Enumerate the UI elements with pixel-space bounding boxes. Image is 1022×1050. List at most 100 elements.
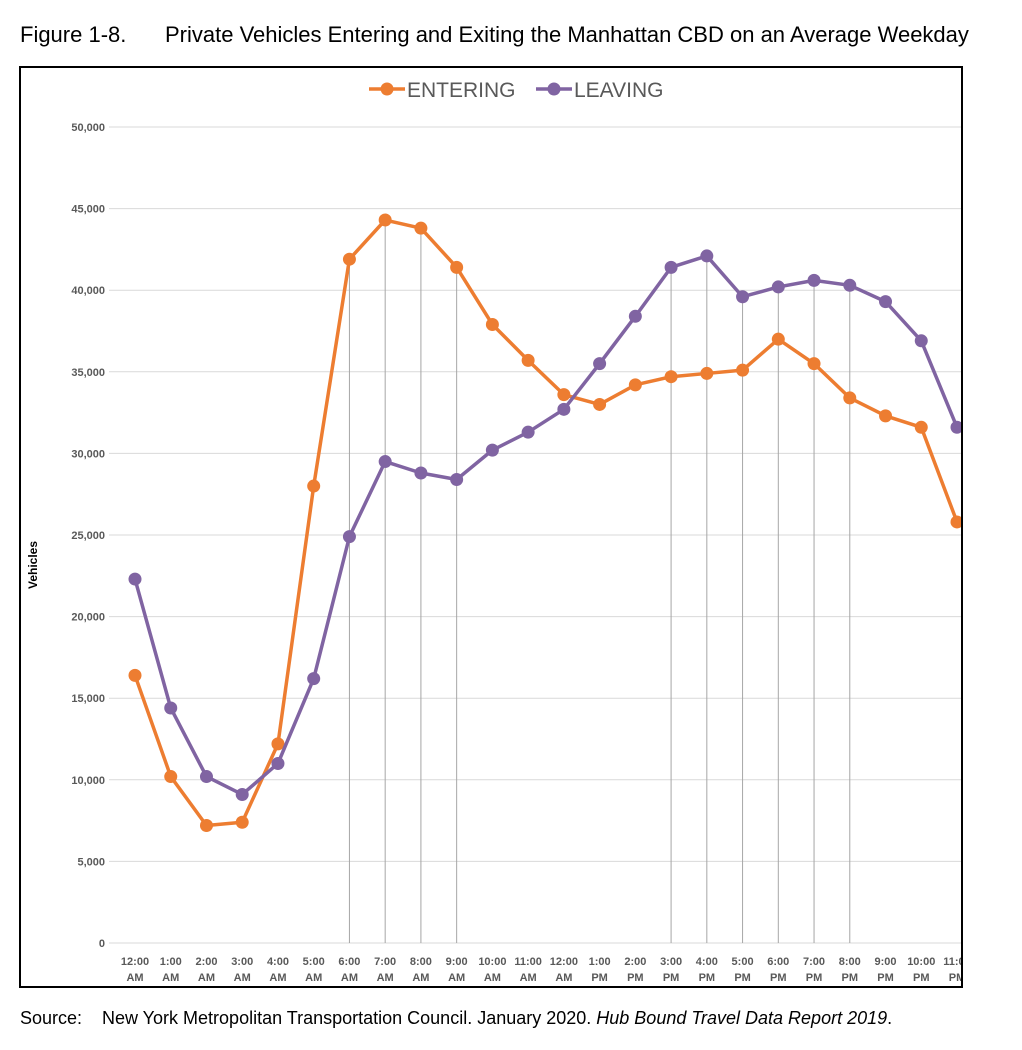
x-tick-label-period: AM <box>412 972 429 984</box>
x-tick-label-time: 6:00 <box>767 956 789 968</box>
data-point-leaving <box>128 572 142 586</box>
data-point-entering <box>414 221 428 235</box>
x-tick-label-period: AM <box>555 972 572 984</box>
data-point-entering <box>628 378 642 392</box>
data-point-entering <box>700 366 714 380</box>
x-tick-label-period: AM <box>126 972 143 984</box>
y-tick-label: 10,000 <box>71 775 105 787</box>
source-report-title: Hub Bound Travel Data Report 2019 <box>596 1008 888 1028</box>
x-tick-label-period: PM <box>877 972 894 984</box>
x-tick-label-time: 1:00 <box>589 956 611 968</box>
x-tick-label-period: AM <box>520 972 537 984</box>
legend-label-entering: ENTERING <box>407 79 516 102</box>
x-tick-label-time: 2:00 <box>624 956 646 968</box>
legend-swatch-marker-entering <box>380 82 394 96</box>
x-tick-label-time: 8:00 <box>839 956 861 968</box>
x-tick-label-time: 7:00 <box>803 956 825 968</box>
chart-frame: 0 5,000 10,000 15,000 20,000 25,000 30,000 35,0… <box>19 66 963 988</box>
data-point-entering <box>664 370 678 384</box>
series-line-leaving <box>133 254 959 797</box>
x-tick-label-period: PM <box>842 972 859 984</box>
line-chart: 0 5,000 10,000 15,000 20,000 25,000 30,000 35,0… <box>26 79 961 984</box>
y-tick-label: 5,000 <box>77 856 105 868</box>
x-tick-label-period: PM <box>591 972 608 984</box>
x-tick-label-period: PM <box>806 972 823 984</box>
data-point-entering <box>128 668 142 682</box>
data-point-entering <box>521 353 535 367</box>
y-tick-label: 25,000 <box>71 530 105 542</box>
data-point-leaving <box>450 473 464 487</box>
x-tick-label-time: 1:00 <box>160 956 182 968</box>
data-point-entering <box>593 397 607 411</box>
data-point-leaving <box>378 455 392 469</box>
data-point-entering <box>771 332 785 346</box>
data-point-entering <box>164 770 178 784</box>
y-axis-label: Vehicles <box>26 541 40 589</box>
x-tick-label-period: PM <box>734 972 751 984</box>
x-tick-label-period: PM <box>663 972 680 984</box>
data-point-leaving <box>664 260 678 274</box>
data-point-entering <box>557 388 571 402</box>
x-tick-label-period: PM <box>627 972 644 984</box>
data-point-entering <box>307 479 321 493</box>
data-point-leaving <box>771 280 785 294</box>
x-tick-label-period: AM <box>341 972 358 984</box>
x-tick-label-period: AM <box>377 972 394 984</box>
x-tick-label-time: 3:00 <box>231 956 253 968</box>
data-point-entering <box>843 391 857 405</box>
data-point-leaving <box>807 273 821 287</box>
x-tick-label-period: AM <box>448 972 465 984</box>
x-tick-label-period: PM <box>949 972 961 984</box>
figure-label: Figure 1-8. <box>20 22 127 47</box>
x-tick-label-period: AM <box>234 972 251 984</box>
x-tick-label-period: PM <box>699 972 716 984</box>
x-tick-label-period: PM <box>913 972 930 984</box>
source-label: Source: <box>20 1008 83 1028</box>
x-tick-label-time: 9:00 <box>875 956 897 968</box>
data-point-entering <box>342 252 356 266</box>
data-point-leaving <box>307 672 321 686</box>
source-text: New York Metropolitan Transportation Cou… <box>102 1008 597 1028</box>
data-point-leaving <box>736 290 750 304</box>
x-tick-label-period: AM <box>162 972 179 984</box>
data-point-leaving <box>914 334 928 348</box>
x-tick-label-time: 11:00 <box>943 956 961 968</box>
data-point-leaving <box>235 787 249 801</box>
x-tick-label-time: 6:00 <box>338 956 360 968</box>
data-point-entering <box>914 420 928 434</box>
data-point-leaving <box>271 756 285 770</box>
x-tick-label-period: AM <box>305 972 322 984</box>
data-point-entering <box>807 357 821 371</box>
figure-title: Private Vehicles Entering and Exiting th… <box>165 22 969 47</box>
x-tick-label-time: 3:00 <box>660 956 682 968</box>
y-tick-label: 40,000 <box>71 285 105 297</box>
x-tick-label-period: AM <box>269 972 286 984</box>
x-tick-label-period: AM <box>484 972 501 984</box>
data-point-leaving <box>593 357 607 371</box>
source-end: . <box>887 1008 893 1028</box>
data-point-leaving <box>164 701 178 715</box>
x-tick-label-time: 4:00 <box>267 956 289 968</box>
x-tick-label-period: AM <box>198 972 215 984</box>
legend-label-leaving: LEAVING <box>574 79 663 102</box>
y-tick-label: 35,000 <box>71 367 105 379</box>
data-point-leaving <box>485 443 499 457</box>
data-point-entering <box>450 260 464 274</box>
legend-swatch-marker-leaving <box>547 82 561 96</box>
x-tick-label-time: 2:00 <box>195 956 217 968</box>
y-tick-label: 30,000 <box>71 448 105 460</box>
data-point-entering <box>378 213 392 227</box>
data-point-leaving <box>342 530 356 544</box>
data-point-leaving <box>628 309 642 323</box>
data-point-leaving <box>414 466 428 480</box>
series-line-entering <box>133 218 959 828</box>
x-tick-label-time: 12:00 <box>550 956 578 968</box>
x-tick-label-time: 4:00 <box>696 956 718 968</box>
data-point-entering <box>199 818 213 832</box>
data-point-leaving <box>521 425 535 439</box>
source-note: Source: New York Metropolitan Transportat… <box>20 1008 892 1029</box>
data-point-leaving <box>700 249 714 263</box>
x-tick-label-time: 10:00 <box>907 956 935 968</box>
x-tick-label-time: 10:00 <box>478 956 506 968</box>
data-point-leaving <box>843 278 857 292</box>
